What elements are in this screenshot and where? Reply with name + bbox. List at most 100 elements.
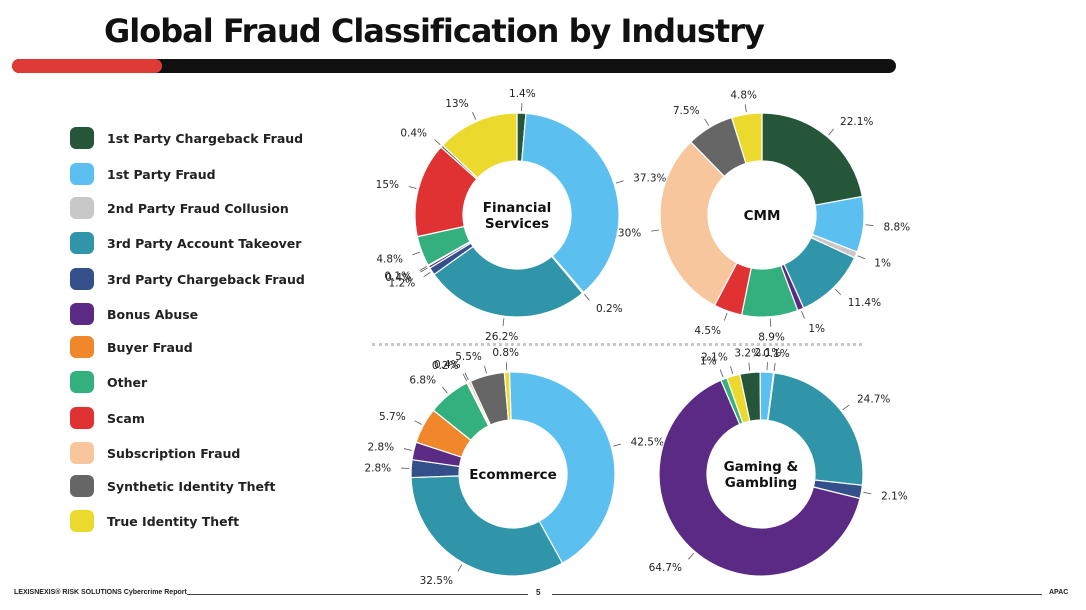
pie-slice: [730, 112, 763, 165]
pie-slice: [767, 372, 864, 486]
legend-label: 1st Party Fraud: [107, 166, 216, 182]
footer-rule-left: [187, 594, 528, 595]
legend-label: Synthetic Identity Theft: [107, 478, 276, 494]
donut-center-label: Financial: [483, 200, 552, 216]
legend-label: Scam: [107, 410, 145, 426]
leader-line: [863, 491, 872, 495]
leader-line: [769, 318, 772, 327]
legend-swatch: [70, 510, 94, 532]
leader-line: [462, 373, 467, 382]
leader-line: [704, 118, 710, 126]
legend-item: Bonus Abuse: [70, 302, 198, 326]
legend-item: Subscription Fraud: [70, 441, 240, 465]
leader-line: [583, 294, 590, 301]
legend-swatch: [70, 232, 94, 254]
donut-center-label: Services: [485, 216, 549, 232]
slice-label: 1.2%: [389, 277, 416, 289]
legend-swatch: [70, 475, 94, 497]
slice-label: 0.8%: [492, 347, 519, 359]
pie-slice: [433, 245, 584, 318]
dotted-separator: [372, 343, 862, 346]
slice-label: 4.8%: [376, 253, 403, 265]
legend-item: True Identity Theft: [70, 509, 239, 533]
donut-center-label: Gaming &: [724, 459, 799, 475]
title-underline-bar: [12, 59, 896, 73]
pie-slice: [503, 371, 512, 421]
slice-label: 2.8%: [367, 441, 394, 453]
slice-label: 37.3%: [633, 173, 666, 185]
legend-item: 3rd Party Account Takeover: [70, 231, 301, 255]
leader-line: [442, 386, 448, 394]
leader-line: [484, 365, 487, 374]
legend-label: True Identity Theft: [107, 513, 240, 529]
donut-chart: 3.2%2.1%0.1%24.7%2.1%64.7%1%2.1%Gaming &…: [649, 347, 908, 577]
leader-line: [419, 266, 427, 271]
footer-page-number: 5: [536, 588, 541, 597]
slice-label: 2.1%: [881, 490, 908, 502]
footer-region: APAC: [1049, 589, 1069, 596]
slice-label: 1.4%: [509, 88, 536, 100]
leader-line: [828, 128, 834, 136]
slice-label: 30%: [618, 228, 641, 240]
legend-item: Scam: [70, 406, 145, 430]
slice-label: 1%: [700, 355, 717, 367]
pie-slice: [658, 379, 861, 577]
legend-item: Other: [70, 370, 147, 394]
slice-label: 8.9%: [758, 332, 785, 344]
pie-slice: [441, 112, 518, 179]
slice-label: 2.8%: [364, 463, 391, 475]
slice-label: 2.1%: [701, 352, 728, 364]
pie-slice: [659, 141, 738, 307]
leader-line: [420, 267, 428, 273]
slice-label: 1%: [874, 258, 891, 270]
leader-line: [688, 552, 694, 560]
leader-line: [472, 112, 477, 120]
leader-line: [865, 224, 874, 226]
slice-label: 22.1%: [840, 116, 873, 128]
page-title: Global Fraud Classification by Industry: [104, 12, 765, 50]
legend-swatch: [70, 303, 94, 325]
leader-line: [773, 362, 776, 371]
slice-label: 0.4%: [434, 359, 461, 371]
leader-line: [408, 186, 417, 189]
slice-label: 5.5%: [455, 351, 482, 363]
legend-item: Buyer Fraud: [70, 335, 193, 359]
leader-line: [434, 139, 441, 146]
slice-label: 32.5%: [420, 575, 453, 587]
slice-label: 0.1%: [384, 270, 411, 282]
leader-line: [414, 420, 422, 425]
slice-label: 0.4%: [385, 272, 412, 284]
leader-line: [502, 318, 505, 327]
slice-label: 4.8%: [730, 89, 757, 101]
leader-line: [464, 372, 469, 381]
slice-label: 64.7%: [649, 562, 682, 574]
slice-label: 8.8%: [883, 221, 910, 233]
slice-label: 5.7%: [379, 411, 406, 423]
legend-swatch: [70, 336, 94, 358]
slice-label: 0.4%: [400, 128, 427, 140]
donut-chart: 22.1% 8.8% 1% 11.4% 1% 8.9% 4.5% 30% 7.5% 4.8% CMM: [618, 89, 910, 343]
slice-label: 15%: [376, 179, 399, 191]
leader-line: [651, 229, 660, 232]
legend-label: Buyer Fraud: [107, 339, 193, 355]
legend-item: 3rd Party Chargeback Fraud: [70, 267, 305, 291]
legend-swatch: [70, 268, 94, 290]
slice-label: 42.5%: [631, 436, 664, 448]
slice-label: 3.2%: [734, 348, 761, 360]
title-underline-accent: [12, 59, 162, 73]
leader-line: [403, 448, 412, 451]
leader-line: [748, 362, 751, 371]
slice-label: 4.5%: [694, 325, 721, 337]
slice-label: 0.2%: [596, 303, 623, 315]
pie-slice: [508, 371, 616, 565]
slice-label: 1%: [808, 323, 825, 335]
legend-label: Subscription Fraud: [107, 445, 241, 461]
leader-line: [730, 366, 734, 375]
legend-label: Other: [107, 374, 148, 390]
leader-line: [857, 255, 866, 260]
donut-center-label: Gambling: [725, 475, 797, 491]
leader-line: [801, 311, 805, 319]
pie-slice: [410, 475, 564, 577]
legend-item: 1st Party Chargeback Fraud: [70, 126, 303, 150]
